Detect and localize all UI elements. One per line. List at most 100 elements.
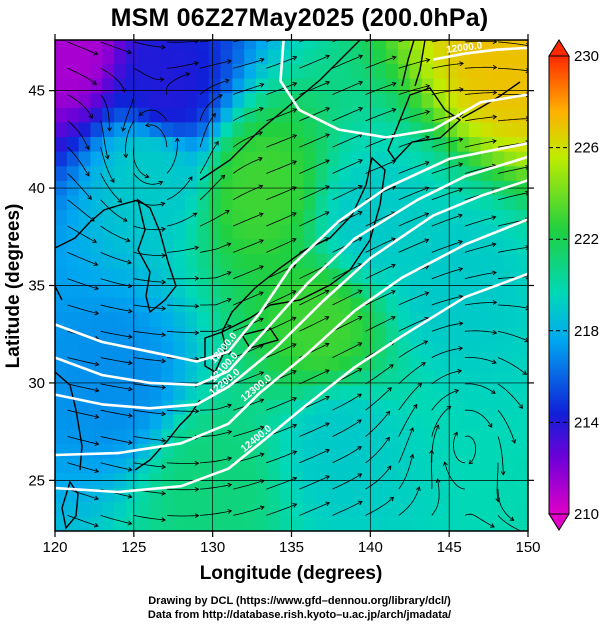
shading-cell (137, 443, 151, 459)
streamline-arrowhead (358, 159, 363, 164)
shading-cell (196, 40, 210, 50)
streamline (200, 457, 232, 464)
streamline-arrowhead (409, 453, 415, 459)
shading-cell (161, 224, 174, 240)
shading-cell (516, 341, 528, 357)
shading-cell (480, 209, 494, 225)
shading-cell (433, 516, 446, 531)
shading-cell (468, 355, 482, 371)
shading-cell (374, 443, 387, 459)
shading-cell (149, 48, 162, 64)
streamline (497, 489, 514, 521)
shading-cell (291, 428, 304, 444)
streamline (199, 141, 219, 174)
shading-cell (421, 238, 434, 254)
shading-cell (457, 92, 470, 108)
shading-cell (386, 384, 399, 401)
shading-cell (468, 311, 482, 327)
shading-cell (66, 443, 80, 459)
shading-cell (291, 282, 304, 298)
streamline (133, 357, 166, 362)
shading-cell (457, 311, 470, 327)
streamline (332, 316, 362, 332)
streamline (166, 330, 199, 334)
shading-cell (78, 297, 92, 313)
shading-cell (114, 326, 127, 342)
streamline (299, 185, 330, 201)
shading-cell (374, 48, 387, 64)
shading-cell (137, 63, 151, 79)
shading-cell (397, 40, 411, 50)
streamline-arrowhead (325, 448, 330, 454)
shading-cell (468, 399, 482, 415)
shading-cell (303, 297, 316, 313)
colorbar-extend-max (548, 39, 570, 57)
shading-cell (303, 136, 316, 152)
shading-cell (504, 165, 517, 181)
shading-cell (303, 326, 316, 342)
shading-cell (374, 355, 387, 371)
shading-cell (173, 92, 186, 108)
shading-cell (173, 253, 186, 269)
shading-cell (362, 40, 375, 50)
shading-cell (232, 136, 245, 152)
shading-cell (468, 253, 482, 269)
shading-cell (480, 194, 494, 211)
shading-cell (504, 121, 517, 137)
shading-cell (173, 428, 186, 444)
streamline-arrowhead (128, 413, 133, 418)
shading-cell (315, 136, 328, 152)
streamline (100, 147, 115, 183)
streamline (398, 317, 429, 332)
x-tick-label: 140 (358, 539, 383, 556)
shading-cell (421, 224, 434, 240)
shading-cell (374, 92, 387, 108)
shading-cell (480, 268, 494, 284)
shading-cell (161, 151, 174, 167)
shading-cell (315, 238, 328, 254)
streamline-arrowhead (291, 238, 297, 243)
map-plot-area: 12000.012100.012200.012300.012400.012000… (55, 40, 528, 531)
streamline (67, 357, 99, 366)
streamline (100, 304, 132, 312)
streamline-arrowhead (424, 291, 430, 296)
shading-cell (315, 428, 328, 444)
streamline-arrowhead (85, 171, 90, 177)
shading-cell (433, 136, 446, 152)
streamline-arrowhead (161, 384, 167, 390)
shading-cell (362, 48, 375, 64)
shading-cell (338, 151, 352, 167)
shading-cell (161, 384, 174, 401)
shading-cell (185, 224, 198, 240)
streamline (497, 192, 528, 201)
streamline (299, 316, 329, 332)
shading-cell (173, 443, 186, 459)
shading-cell (267, 238, 281, 254)
streamline (431, 406, 451, 437)
streamline-arrowhead (492, 90, 498, 95)
streamline (497, 67, 528, 72)
shading-cell (78, 501, 92, 517)
streamline-arrowhead (417, 382, 423, 388)
shading-cell (421, 399, 434, 415)
y-tick-label: 25 (28, 472, 45, 489)
shading-cell (315, 355, 328, 371)
shading-cell (303, 151, 316, 167)
shading-cell (102, 326, 115, 342)
shading-cell (516, 253, 528, 269)
streamline-arrowhead (158, 180, 164, 186)
shading-cell (445, 384, 458, 401)
streamline (67, 67, 97, 85)
streamline-arrowhead (391, 55, 397, 61)
streamline (332, 290, 362, 306)
shading-cell (185, 136, 198, 152)
shading-cell (149, 151, 162, 167)
streamline (133, 515, 166, 521)
streamline-arrowhead (292, 370, 297, 375)
streamline (139, 109, 168, 122)
streamline (233, 318, 264, 332)
streamline-arrowhead (524, 337, 528, 343)
coastline-shikoku (240, 327, 280, 349)
shading-cell (244, 414, 257, 430)
